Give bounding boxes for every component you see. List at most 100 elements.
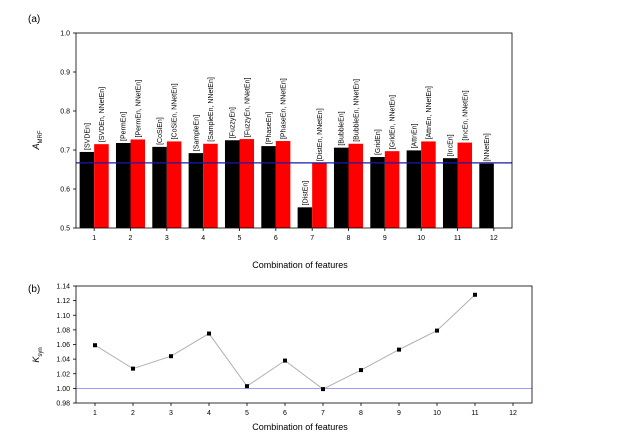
panel-a-y-tick-label: 0.6 xyxy=(60,187,70,194)
panel-a-bar-series-2 xyxy=(457,142,473,228)
panel-a-bar-label: [GridEn] xyxy=(375,129,382,155)
panel-a-plot-frame xyxy=(75,32,513,229)
panel-a-y-axis-title-main: A xyxy=(31,143,41,150)
panel-b-data-point xyxy=(207,331,211,336)
panel-a-bar-series-1 xyxy=(152,146,167,228)
panel-a-bar-label: [SVDEn] xyxy=(84,123,91,150)
panel-a-y-tick-label: 0.7 xyxy=(60,148,70,155)
panel-a-bar-label: [NNetEn] xyxy=(484,133,491,161)
panel-a-bar-label: [AttnEn, NNetEn] xyxy=(426,86,433,139)
panel-a-bar-label: [CoSiEn] xyxy=(157,117,164,145)
panel-b-data-point xyxy=(93,343,97,348)
panel-a-bar-label: [IncEn] xyxy=(448,134,455,156)
panel-a-bar-series-2 xyxy=(166,141,182,228)
panel-a: (a) 0.5 0.6 0.7 0.8 0.9 1.0 [SVDEn] [PermEn] [Co… xyxy=(28,14,513,270)
panel-a-bar-label: [BubbleEn, NNetEn] xyxy=(353,79,360,142)
panel-b-plot-area: 0.981.001.021.041.061.081.101.121.141 2 3 4… xyxy=(56,284,533,417)
panel-a-bar-label: [SampleEn] xyxy=(193,115,200,151)
panel-a-bar-series-1 xyxy=(297,207,313,228)
panel-a-bar-series-2 xyxy=(312,163,327,228)
panel-a-bar-series-2 xyxy=(203,143,218,228)
panel-b-x-tick-label: 11 xyxy=(471,410,478,417)
panel-b-y-tick-label: 1.12 xyxy=(56,298,70,305)
panel-b-data-point xyxy=(131,366,135,371)
panel-a-x-tick-label: 2 xyxy=(129,235,133,242)
panel-b-x-tick-label: 10 xyxy=(433,410,441,417)
panel-a-y-axis-title: AMRF xyxy=(31,130,44,150)
panel-b-y-tick-label: 0.98 xyxy=(56,401,70,408)
panel-a-bar-series-2 xyxy=(275,141,291,228)
panel-b-x-tick-label: 5 xyxy=(245,410,249,417)
panel-b-x-tick-label: 3 xyxy=(169,410,173,417)
panel-b-y-tick-label: 1.00 xyxy=(56,386,70,393)
panel-b-plot-frame xyxy=(75,285,533,404)
panel-a-bar-series-1 xyxy=(442,158,458,228)
panel-b-x-tick-label: 9 xyxy=(397,410,401,417)
panel-a-bar-series-1 xyxy=(333,147,349,228)
panel-b-x-axis-title: Combination of features xyxy=(252,422,348,432)
panel-a-x-tick-label: 12 xyxy=(490,235,498,242)
panel-a-bar-series-1 xyxy=(115,142,131,228)
panel-a-bar-label: [PermEn] xyxy=(121,112,128,141)
panel-b-y-axis-title-sub: syn xyxy=(38,347,44,356)
panel-a-x-tick-label: 8 xyxy=(347,235,351,242)
panel-b-data-point xyxy=(435,328,439,333)
panel-a-x-tick-label: 9 xyxy=(383,235,387,242)
panel-a-bar-series-2 xyxy=(94,144,109,228)
panel-a-x-tick-label: 10 xyxy=(417,235,425,242)
panel-b-y-tick-label: 1.08 xyxy=(56,327,70,334)
panel-a-y-tick-label: 0.8 xyxy=(60,109,70,116)
panel-a-bar-label: [IncEn, NNetEn] xyxy=(462,90,469,140)
panel-b-x-tick-label: 4 xyxy=(207,410,211,417)
panel-b-y-tick-label: 1.14 xyxy=(56,284,70,291)
panel-a-x-tick-label: 3 xyxy=(165,235,169,242)
panel-a-bar-label: [PermEn, NNetEn] xyxy=(135,80,142,138)
panel-a-x-tick-label: 4 xyxy=(201,235,205,242)
panel-a-bar-label: [FuzzyEn] xyxy=(230,107,237,138)
panel-a-bar-series-1 xyxy=(261,146,276,228)
panel-b-data-point xyxy=(169,354,173,359)
panel-b-x-tick-label: 6 xyxy=(283,410,287,417)
panel-a-bar-series-2 xyxy=(348,143,364,228)
panel-a-bar-label: [PhaseEn] xyxy=(266,112,273,144)
panel-a-bar-series-1 xyxy=(406,150,422,228)
panel-a-bar-label: [GridEn, NNetEn] xyxy=(390,95,397,149)
panel-a-bar-label: [DistEn, NNetEn] xyxy=(317,108,324,161)
panel-a-y-tick-label: 0.5 xyxy=(60,226,70,233)
panel-b-x-tick-label: 12 xyxy=(509,410,517,417)
panel-b-y-axis-title-main: K xyxy=(31,356,41,363)
panel-a-x-tick-label: 1 xyxy=(92,235,96,242)
panel-a-x-axis-title: Combination of features xyxy=(252,260,348,270)
panel-b-y-axis-title: Ksyn xyxy=(31,347,44,362)
panel-a-bar-series-1 xyxy=(188,153,204,228)
panel-b-label: (b) xyxy=(28,284,40,295)
panel-a-plot-area: 0.5 0.6 0.7 0.8 0.9 1.0 [SVDEn] [PermEn] [CoSiEn… xyxy=(60,31,513,242)
panel-a-bar-series-1 xyxy=(479,163,494,228)
panel-a-y-axis-title-sub: MRF xyxy=(38,130,44,143)
panel-b-y-tick-label: 1.06 xyxy=(56,342,70,349)
panel-b-y-tick-label: 1.04 xyxy=(56,357,70,364)
panel-a-bar-label: [DistEn] xyxy=(302,181,309,206)
panel-b-x-tick-label: 8 xyxy=(359,410,363,417)
panel-b-x-tick-label: 2 xyxy=(131,410,135,417)
panel-b-data-point xyxy=(473,292,477,297)
panel-b-data-point xyxy=(245,384,249,389)
panel-b-data-point xyxy=(283,358,287,363)
panel-b-y-tick-label: 1.02 xyxy=(56,371,70,378)
panel-a-label: (a) xyxy=(28,14,40,25)
panel-b-x-tick-label: 1 xyxy=(93,410,97,417)
panel-b-y-tick-label: 1.10 xyxy=(56,313,70,320)
panel-a-bar-label: [SampleEn, NNetEn] xyxy=(208,77,215,142)
panel-a-x-tick-label: 7 xyxy=(310,235,314,242)
panel-b-series-line xyxy=(94,294,476,390)
panel-b: (b) 0.98 1.00 1.02 1.04 1.06 1.08 1.10 1.12 1.14… xyxy=(28,284,533,432)
panel-a-y-tick-label: 1.0 xyxy=(60,31,70,38)
panel-a-bar-series-2 xyxy=(130,139,146,228)
panel-b-x-tick-label: 7 xyxy=(321,410,325,417)
panel-b-data-point xyxy=(397,347,401,352)
panel-a-bar-series-1 xyxy=(370,157,385,228)
panel-a-bar-series-2 xyxy=(421,141,436,228)
panel-a-x-tick-label: 11 xyxy=(454,235,461,242)
panel-a-x-tick-label: 6 xyxy=(274,235,278,242)
